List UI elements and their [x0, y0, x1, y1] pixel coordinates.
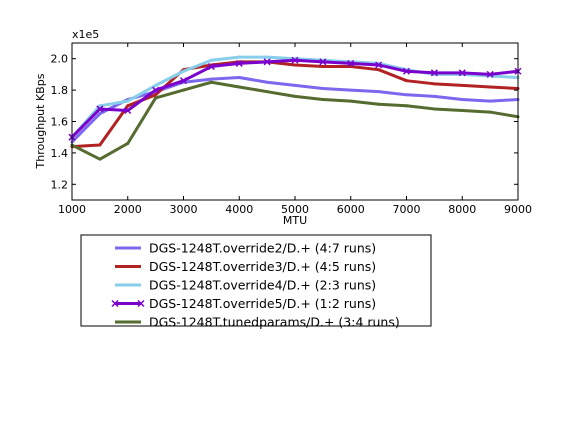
y-tick-label: 1.2	[51, 178, 69, 191]
x-tick-label: 6000	[337, 203, 365, 216]
y-tick-label: 1.6	[51, 116, 69, 129]
x-tick-label: 7000	[393, 203, 421, 216]
legend-entry: DGS-1248T.override3/D.+ (4:5 runs)	[115, 259, 376, 274]
data-point	[179, 77, 188, 85]
data-point	[488, 85, 492, 89]
series-layer	[68, 55, 522, 161]
data-point	[488, 110, 492, 114]
data-point	[182, 69, 185, 73]
legend-label: DGS-1248T.override3/D.+ (4:5 runs)	[149, 259, 376, 274]
data-point	[209, 77, 213, 81]
data-point	[405, 79, 408, 83]
legend: DGS-1248T.override2/D.+ (4:7 runs) DGS-12…	[80, 234, 432, 330]
data-point	[291, 56, 299, 64]
data-point	[124, 106, 132, 115]
legend-label: DGS-1248T.tunedparams/D.+ (3:4 runs)	[149, 315, 400, 330]
legend-frame	[80, 234, 432, 327]
data-point	[98, 112, 102, 116]
data-point	[460, 83, 464, 87]
data-point	[237, 55, 241, 59]
data-point	[98, 104, 102, 108]
data-point	[98, 157, 102, 161]
x-tick-label: 3000	[170, 203, 198, 216]
data-point	[154, 96, 158, 100]
data-point	[237, 85, 241, 89]
data-point	[126, 141, 130, 145]
data-point	[402, 67, 411, 75]
series-5	[70, 80, 520, 161]
data-point	[154, 93, 158, 97]
data-point	[263, 58, 271, 66]
data-point	[375, 61, 383, 69]
data-point	[126, 99, 130, 103]
data-point	[486, 70, 494, 78]
y-tick-label: 1.8	[51, 84, 69, 97]
data-point	[96, 105, 104, 113]
data-point	[377, 68, 381, 72]
data-point	[182, 88, 185, 92]
data-point	[347, 59, 355, 67]
data-point	[349, 88, 353, 92]
data-point	[458, 69, 466, 77]
data-point	[265, 90, 269, 94]
data-point	[349, 99, 353, 103]
x-tick-label: 8000	[448, 203, 476, 216]
data-point	[237, 76, 241, 80]
data-point	[98, 143, 102, 147]
data-point	[432, 107, 436, 111]
data-point	[430, 69, 438, 77]
series-1	[70, 76, 520, 144]
legend-entry: DGS-1248T.tunedparams/D.+ (3:4 runs)	[115, 315, 400, 330]
y-tick-label: 1.4	[51, 147, 69, 160]
data-point	[405, 104, 408, 108]
data-point	[321, 98, 325, 102]
data-point	[209, 80, 213, 84]
legend-entry: DGS-1248T.override5/D.+ (1:2 runs)	[111, 296, 376, 311]
legend-entries: DGS-1248T.override2/D.+ (4:7 runs) DGS-12…	[111, 241, 400, 330]
data-point	[321, 87, 325, 91]
data-point	[460, 109, 464, 113]
x-tick-label: 4000	[225, 203, 253, 216]
x-tick-label: 9000	[504, 203, 532, 216]
data-point	[319, 58, 327, 66]
data-point	[152, 86, 160, 94]
data-point	[209, 58, 213, 62]
legend-label: DGS-1248T.override4/D.+ (2:3 runs)	[149, 278, 376, 293]
x-tick-label: 1000	[58, 203, 86, 216]
ticks-layer: 1000 2000 3000 4000 5000 6000 7000 8000 9000 1.2 1…	[51, 43, 532, 216]
data-point	[349, 65, 353, 69]
x-tick-label: 5000	[281, 203, 309, 216]
data-point	[488, 99, 492, 103]
legend-label: DGS-1248T.override2/D.+ (4:7 runs)	[149, 241, 376, 256]
legend-entry: DGS-1248T.override2/D.+ (4:7 runs)	[115, 241, 376, 256]
data-point	[154, 83, 158, 87]
data-point	[377, 102, 381, 106]
data-point	[235, 59, 243, 67]
data-point	[265, 80, 269, 84]
data-point	[293, 63, 297, 67]
data-point	[293, 94, 297, 98]
data-point	[432, 82, 436, 86]
data-point	[126, 104, 130, 108]
data-point	[405, 93, 408, 97]
data-point	[377, 90, 381, 94]
y-tick-label: 2.0	[51, 53, 69, 66]
data-point	[207, 63, 215, 71]
x-axis-label: MTU	[283, 214, 307, 227]
data-point	[321, 65, 325, 69]
data-point	[460, 98, 464, 102]
data-point	[293, 83, 297, 87]
data-point	[265, 55, 269, 59]
data-point	[432, 94, 436, 98]
x-tick-label: 2000	[114, 203, 142, 216]
plot-background	[72, 43, 518, 200]
y-axis-label: Throughput KBps	[34, 73, 47, 169]
legend-entry: DGS-1248T.override4/D.+ (2:3 runs)	[115, 278, 376, 293]
legend-label: DGS-1248T.override5/D.+ (1:2 runs)	[149, 296, 376, 311]
y-multiplier-label: x1e5	[72, 28, 99, 41]
